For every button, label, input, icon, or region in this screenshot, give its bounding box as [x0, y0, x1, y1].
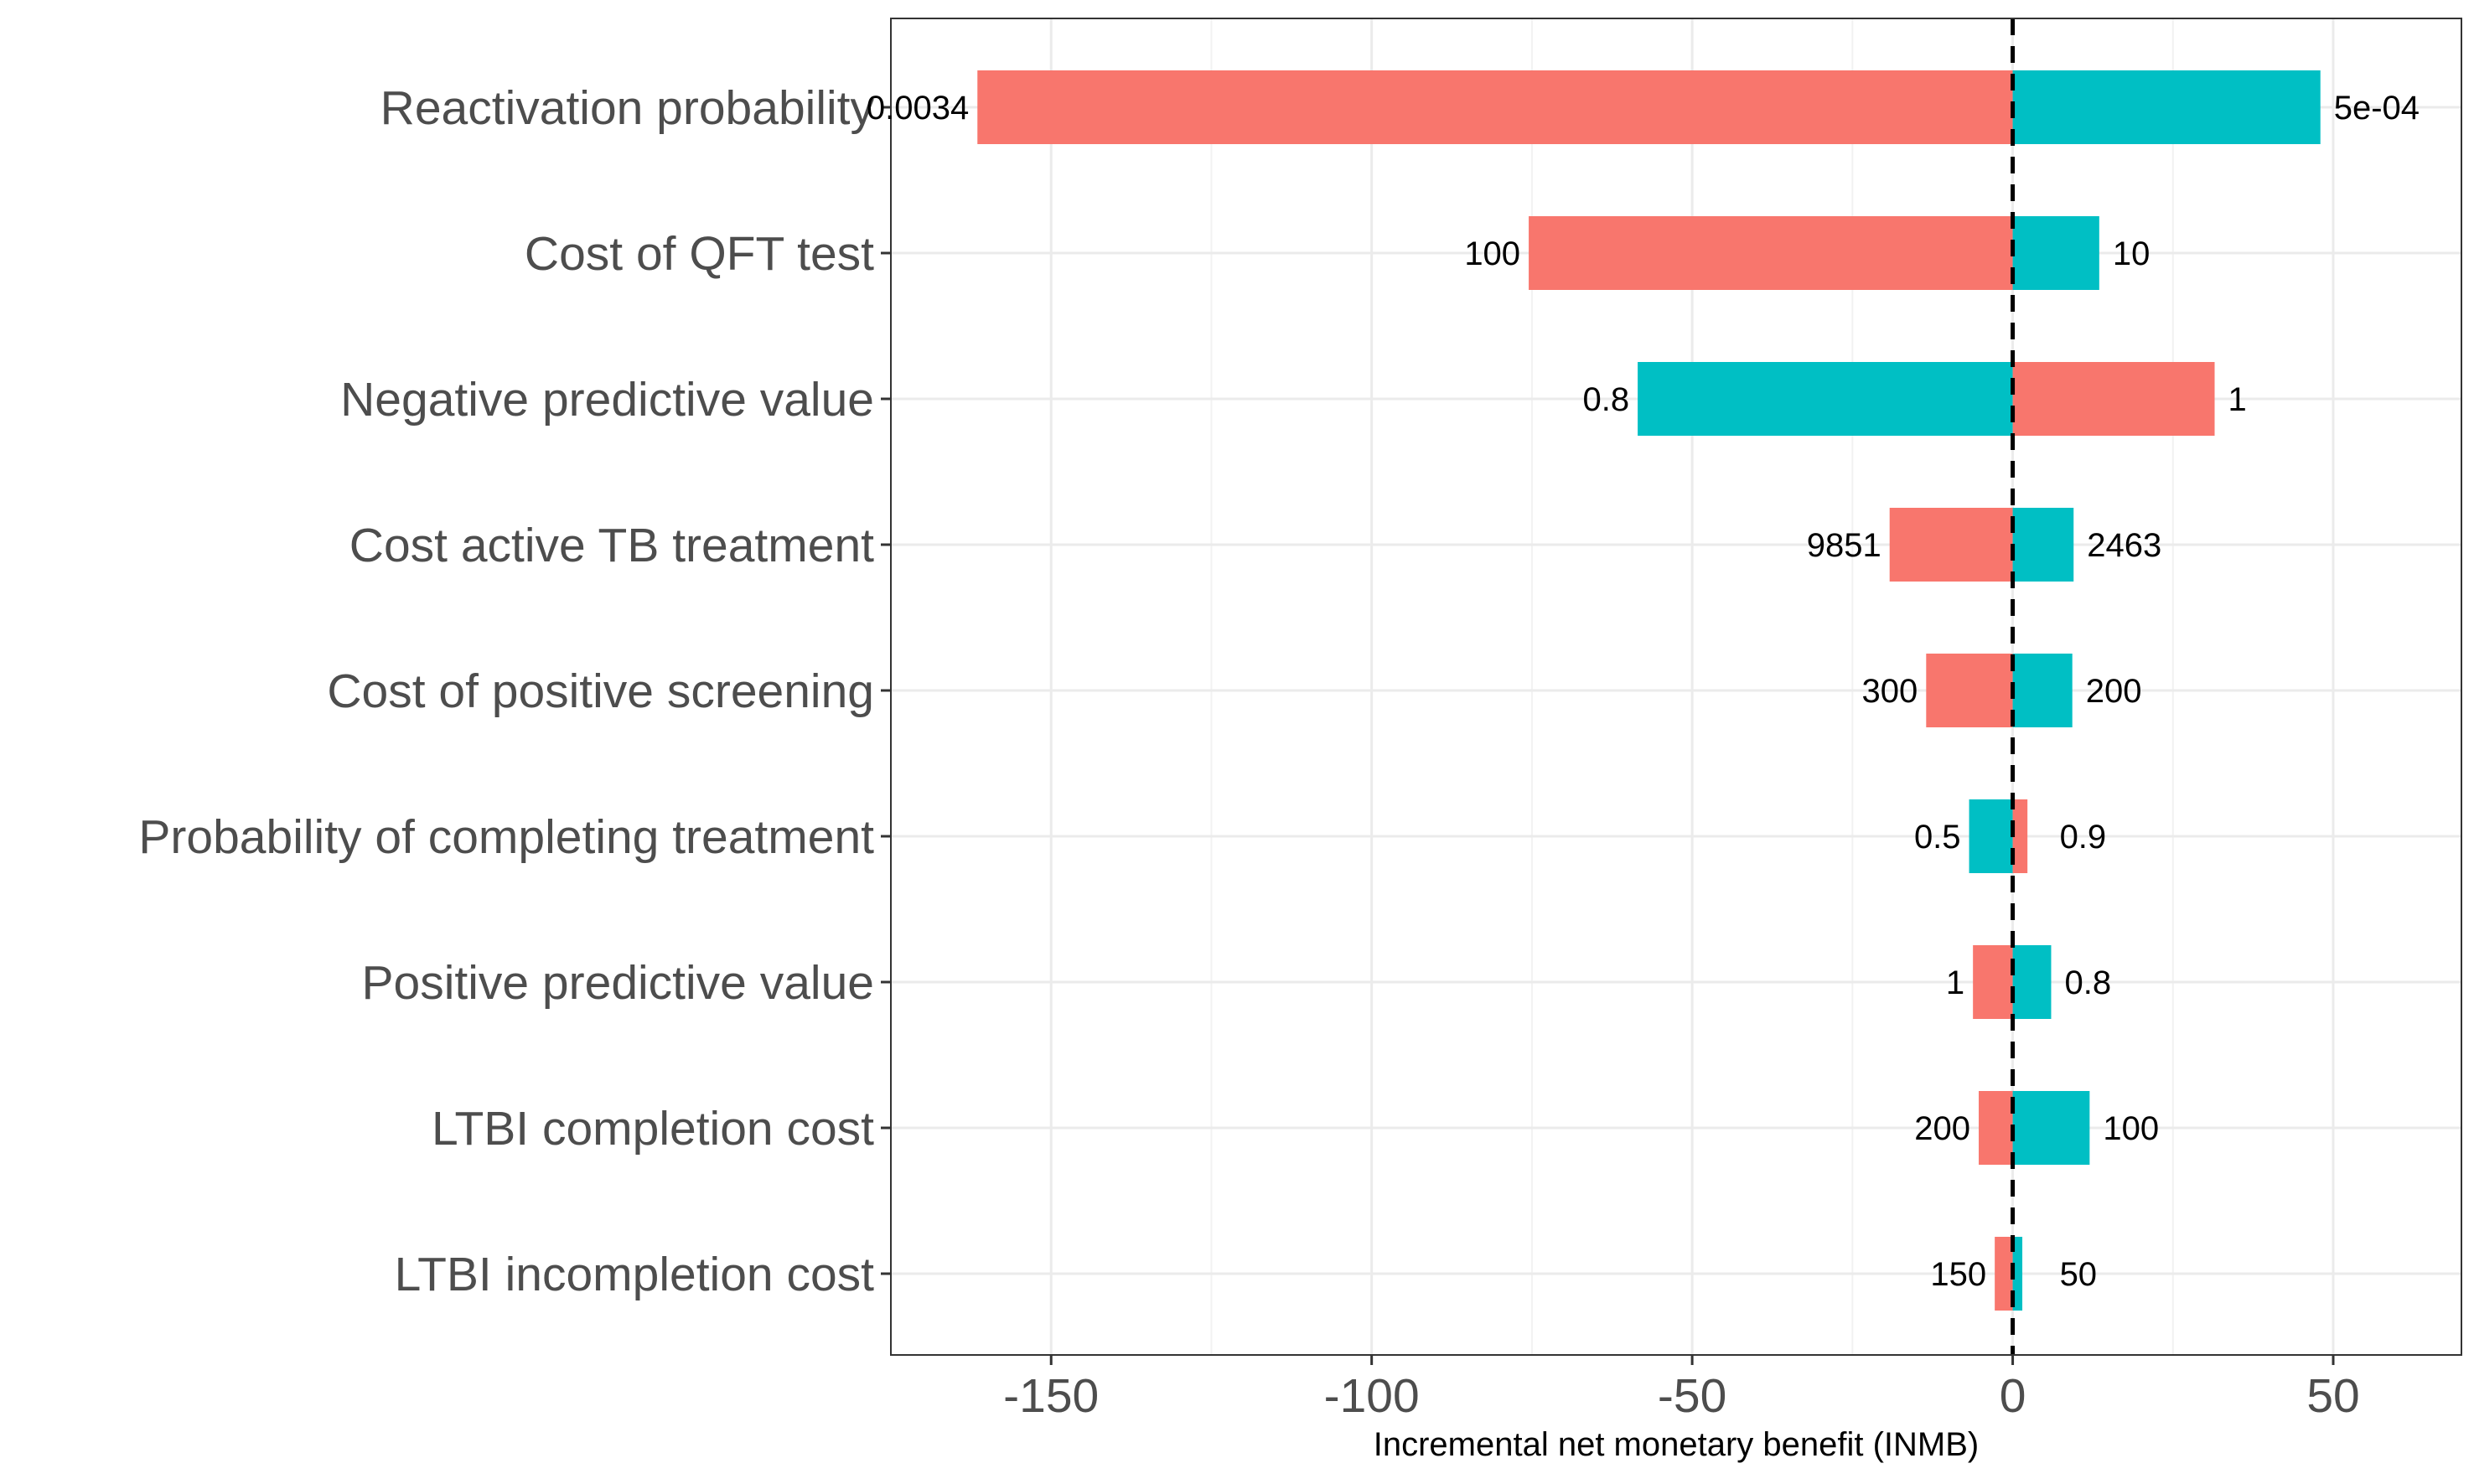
bar-low [977, 70, 2013, 144]
plot-panel-border [890, 18, 2462, 1356]
bars [977, 70, 2321, 1311]
bar-high-label: 10 [2113, 235, 2151, 272]
bar-high [2012, 1237, 2023, 1311]
x-axis: -150 -100 -50 0 50 [1003, 1355, 2360, 1423]
bar-high [2012, 654, 2073, 727]
bar-low [1889, 508, 2013, 582]
bar-high-label: 200 [2086, 673, 2142, 710]
y-tick-label: Probability of completing treatment [138, 810, 874, 864]
bar-low-label: 150 [1930, 1256, 1986, 1293]
bar-low [1973, 945, 2013, 1019]
y-tick-label: Cost of positive screening [327, 664, 874, 718]
bar-high [2012, 216, 2099, 290]
x-tick-label: -150 [1003, 1369, 1099, 1423]
x-axis-title: Incremental net monetary benefit (INMB) [1374, 1426, 1980, 1463]
x-tick-label: 50 [2306, 1369, 2359, 1423]
bar-low-label: 9851 [1807, 527, 1881, 564]
x-tick-label: 0 [2000, 1369, 2026, 1423]
bar-low [1638, 362, 2013, 436]
bar-low [1926, 654, 2013, 727]
bar-high-label: 100 [2103, 1110, 2159, 1147]
bar-high [2012, 362, 2215, 436]
bar-high [2012, 1091, 2090, 1165]
y-tick-label: LTBI completion cost [432, 1102, 874, 1156]
bar-high-label: 5e-04 [2334, 90, 2420, 127]
bar-low-label: 300 [1862, 673, 1918, 710]
bar-high-label: 0.8 [2064, 964, 2111, 1001]
bar-high-label: 2463 [2087, 527, 2161, 564]
y-tick-label: Reactivation probability [380, 81, 875, 135]
bar-low-label: 0.5 [1914, 819, 1961, 856]
bar-high-label: 50 [2060, 1256, 2098, 1293]
bar-low-label: 1 [1946, 964, 1964, 1001]
bar-low [1969, 799, 2013, 873]
y-tick-label: Positive predictive value [362, 956, 874, 1010]
bar-high-label: 1 [2228, 381, 2247, 418]
bar-high [2012, 70, 2321, 144]
y-tick-label: Cost active TB treatment [349, 519, 874, 572]
bar-low-label: 200 [1914, 1110, 1970, 1147]
x-tick-label: -100 [1324, 1369, 1420, 1423]
bar-high [2012, 508, 2074, 582]
y-axis: Reactivation probability Cost of QFT test… [138, 81, 891, 1301]
bar-low-label: 100 [1464, 235, 1520, 272]
bar-high [2012, 799, 2028, 873]
bar-value-labels: 0.0034 5e-04 100 10 0.8 1 9851 2463 300 200 0.5 0.9… [867, 90, 2420, 1293]
bar-low [1529, 216, 2013, 290]
y-tick-label: LTBI incompletion cost [395, 1248, 875, 1301]
y-tick-label: Negative predictive value [340, 373, 874, 427]
bar-low [1979, 1091, 2013, 1165]
y-tick-label: Cost of QFT test [525, 227, 874, 281]
bar-low [1995, 1237, 2013, 1311]
bar-low-label: 0.0034 [867, 90, 969, 127]
x-tick-label: -50 [1658, 1369, 1726, 1423]
bar-low-label: 0.8 [1582, 381, 1629, 418]
bar-high [2012, 945, 2052, 1019]
bar-high-label: 0.9 [2060, 819, 2107, 856]
